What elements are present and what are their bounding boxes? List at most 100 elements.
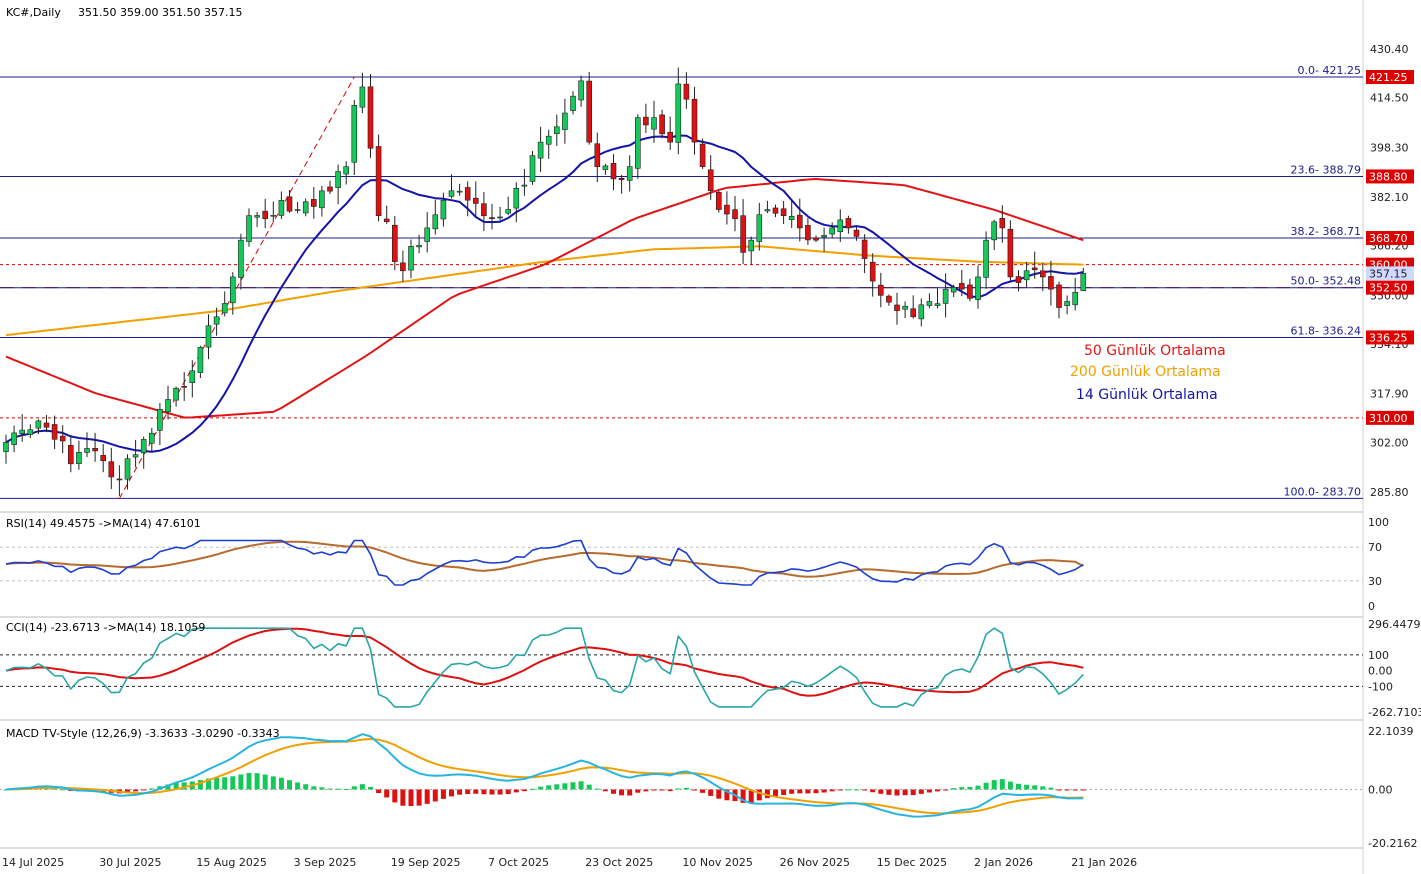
macd-histogram-bar xyxy=(384,789,390,798)
cci-lines xyxy=(0,627,1363,708)
macd-histogram-bar xyxy=(910,789,916,796)
macd-histogram-bar xyxy=(214,777,220,790)
candle-body xyxy=(181,386,187,388)
macd-pane[interactable]: 22.1039 0.00 -20.2162 MACD TV-Style (12,26… xyxy=(0,725,1417,850)
rsi-title: RSI(14) 49.4575 ->MA(14) 47.6101 xyxy=(6,517,201,530)
macd-histogram-bar xyxy=(967,786,973,790)
macd-histogram-bar xyxy=(546,785,552,790)
macd-histogram-bar xyxy=(789,789,795,794)
candle-body xyxy=(140,439,147,454)
date-label-10: 2 Jan 2026 xyxy=(974,856,1033,869)
macd-histogram-bar xyxy=(513,789,519,793)
price-tag-label-4: 352.50 xyxy=(1369,282,1408,295)
candle-body xyxy=(602,165,609,170)
macd-histogram-bar xyxy=(165,784,171,790)
cci-pane[interactable]: 296.4479 100 0.00 -100 -262.7103 CCI(14) -23… xyxy=(0,618,1421,719)
candle-body xyxy=(659,114,665,135)
macd-histogram-bar xyxy=(724,789,730,801)
cci-tick-0: 296.4479 xyxy=(1368,618,1421,631)
candle-body xyxy=(699,143,706,167)
candle-body xyxy=(367,86,374,149)
candle-body xyxy=(764,209,771,212)
macd-histogram-bar xyxy=(481,789,487,795)
macd-histogram-bar xyxy=(254,773,260,790)
macd-histogram-bar xyxy=(805,789,811,794)
candle-body xyxy=(748,239,755,252)
candle-body xyxy=(124,458,131,480)
price-pane[interactable]: 0.0- 421.25 23.6- 388.79 38.2- 368.71 50.0-… xyxy=(0,6,1414,499)
rsi-pane[interactable]: 100 70 30 0 RSI(14) 49.4575 ->MA(14) 47.610… xyxy=(0,516,1389,613)
price-tick-0: 430.40 xyxy=(1370,43,1409,56)
candle-body xyxy=(132,454,139,458)
macd-histogram-bar xyxy=(764,789,770,799)
candle-body xyxy=(845,218,852,229)
candle-body xyxy=(440,200,447,220)
macd-histogram-bar xyxy=(319,787,325,790)
candle-body xyxy=(497,216,503,219)
current-price-label: 357.15 xyxy=(1369,267,1408,280)
candle-body xyxy=(221,303,228,314)
macd-histogram-bar xyxy=(197,780,203,790)
candle-body xyxy=(967,284,973,299)
candle-body xyxy=(618,177,625,181)
macd-histogram-bar xyxy=(295,782,301,790)
macd-histogram-bar xyxy=(845,789,851,791)
fib-label-3: 50.0- 352.48 xyxy=(1291,275,1361,288)
symbol-label: KC#,Daily xyxy=(6,6,61,19)
candle-body xyxy=(108,461,115,478)
candle-body xyxy=(991,221,998,241)
macd-histogram-bar xyxy=(3,789,9,791)
fib-label-1: 23.6- 388.79 xyxy=(1291,163,1361,176)
price-tag-5 xyxy=(1366,330,1414,345)
macd-histogram-bar xyxy=(376,789,382,794)
fibonacci-retracement[interactable]: 0.0- 421.25 23.6- 388.79 38.2- 368.71 50.0-… xyxy=(0,64,1363,499)
candle-body xyxy=(481,203,487,217)
date-label-9: 15 Dec 2025 xyxy=(877,856,947,869)
candle-body xyxy=(578,80,584,101)
candle-body xyxy=(391,224,398,262)
macd-histogram-bar xyxy=(1048,787,1054,790)
macd-line xyxy=(5,733,1084,818)
macd-histogram-bar xyxy=(870,789,876,793)
candle-body xyxy=(43,422,50,428)
macd-histogram-bar xyxy=(327,788,333,790)
cci-title: CCI(14) -23.6713 ->MA(14) 18.1059 xyxy=(6,621,205,634)
legend-ma50: 50 Günlük Ortalama xyxy=(1084,343,1226,359)
candle-body xyxy=(675,83,682,143)
candle-body xyxy=(594,143,601,167)
macd-histogram-bar xyxy=(1024,784,1030,790)
cci-tick-1: 100 xyxy=(1368,649,1389,662)
candle-body xyxy=(100,455,106,462)
date-label-4: 19 Sep 2025 xyxy=(391,856,461,869)
candle-body xyxy=(359,86,366,108)
macd-histogram-bar xyxy=(918,789,924,794)
candle-body xyxy=(724,204,730,215)
macd-histogram-bar xyxy=(659,789,665,791)
candle-body xyxy=(1080,273,1087,292)
macd-histogram-bar xyxy=(837,789,843,791)
macd-histogram-bar xyxy=(1072,789,1078,791)
candle-body xyxy=(205,325,212,348)
macd-histogram-bar xyxy=(586,784,592,790)
macd-histogram-bar xyxy=(554,784,560,790)
candle-body xyxy=(829,227,836,235)
macd-histogram-bar xyxy=(643,789,649,792)
candle-body xyxy=(667,131,674,143)
price-tag-0 xyxy=(1366,70,1414,85)
macd-histogram-bar xyxy=(619,789,625,796)
candle-body xyxy=(375,146,382,216)
fib-label-4: 61.8- 336.24 xyxy=(1291,324,1361,337)
price-tag-label-2: 368.70 xyxy=(1369,232,1408,245)
candle-body xyxy=(1031,267,1038,271)
macd-histogram-bar xyxy=(181,782,187,790)
macd-signal-line xyxy=(5,737,1084,815)
candle-body xyxy=(84,448,90,453)
candle-body xyxy=(189,370,196,383)
candle-body xyxy=(35,420,42,429)
candle-body xyxy=(302,201,309,214)
macd-histogram-bar xyxy=(975,785,981,790)
candle-body xyxy=(651,117,657,130)
candle-body xyxy=(683,83,690,100)
macd-histogram-bar xyxy=(60,789,66,791)
